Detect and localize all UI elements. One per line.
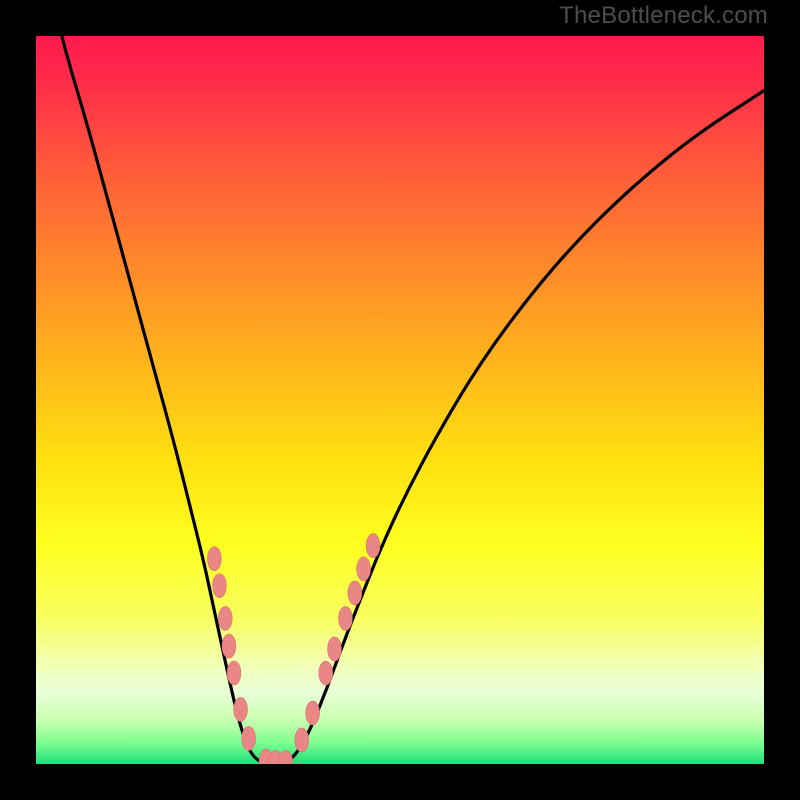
- data-marker: [218, 606, 232, 630]
- data-marker: [207, 547, 221, 571]
- data-marker: [338, 606, 352, 630]
- data-marker: [242, 727, 256, 751]
- plot-svg: [36, 36, 764, 764]
- bottleneck-curve: [51, 36, 764, 764]
- data-marker: [366, 534, 380, 558]
- data-marker: [357, 557, 371, 581]
- watermark-text: TheBottleneck.com: [559, 2, 768, 30]
- data-marker: [319, 661, 333, 685]
- plot-area: [36, 36, 764, 764]
- data-marker: [234, 697, 248, 721]
- data-marker: [279, 751, 293, 764]
- data-marker: [328, 637, 342, 661]
- data-marker: [306, 701, 320, 725]
- data-marker: [213, 574, 227, 598]
- chart-root: TheBottleneck.com: [0, 0, 800, 800]
- data-marker: [227, 661, 241, 685]
- data-marker: [295, 728, 309, 752]
- data-marker: [222, 634, 236, 658]
- data-marker: [348, 581, 362, 605]
